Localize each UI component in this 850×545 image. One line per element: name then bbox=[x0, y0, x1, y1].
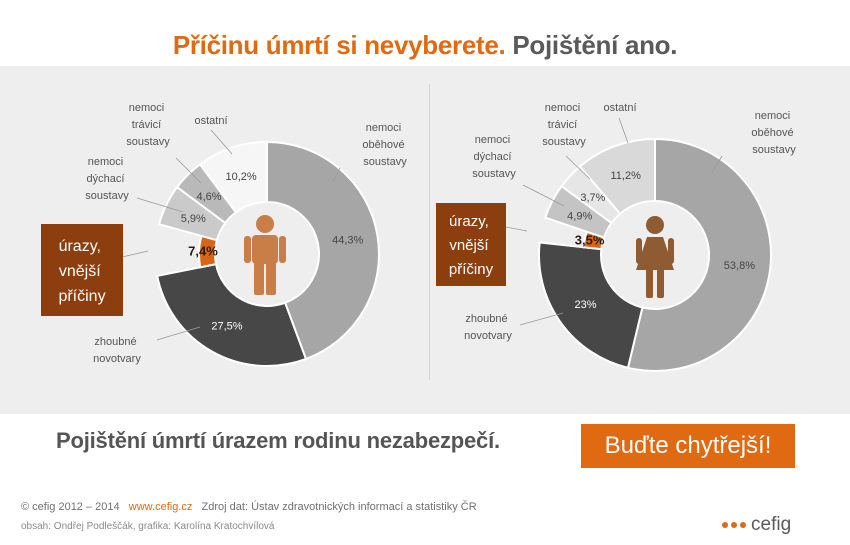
value-label-female-respiratory: 4,9% bbox=[567, 211, 592, 223]
leader-female-injuries bbox=[505, 226, 528, 232]
label-female-circulatory: nemoci oběhové soustavy bbox=[751, 110, 796, 156]
slice-male-other bbox=[198, 140, 268, 214]
value-label-male-respiratory: 5,9% bbox=[181, 213, 206, 225]
leader-female-other bbox=[618, 117, 629, 144]
svg-text:úrazy, vnější: úrazy, vnější příčiny bbox=[449, 213, 494, 278]
title-part2: Pojištění ano. bbox=[512, 30, 678, 60]
slice-female-other bbox=[578, 137, 656, 216]
donut-chart-female: 53,8%23%3,5%4,9%3,7%11,2% bbox=[538, 137, 772, 372]
male-person-icon bbox=[244, 215, 286, 295]
leader-female-digestive bbox=[565, 155, 591, 180]
footer-data-source: Zdroj dat: Ústav zdravotnických informac… bbox=[201, 501, 477, 513]
title-part1: Příčinu úmrtí si nevyberete. bbox=[172, 30, 506, 60]
leader-male-cancer bbox=[156, 326, 201, 341]
value-label-female-other: 11,2% bbox=[611, 170, 642, 182]
value-label-male-digestive: 4,6% bbox=[196, 191, 221, 203]
leader-lines bbox=[121, 117, 723, 341]
value-label-male-circulatory: 44,3% bbox=[332, 235, 363, 247]
value-label-female-circulatory: 53,8% bbox=[724, 260, 755, 272]
leader-male-other bbox=[210, 129, 233, 155]
svg-text:úrazy, vnější: úrazy, vnější příčiny bbox=[58, 238, 105, 305]
female-person-icon bbox=[636, 216, 674, 298]
leader-male-circulatory bbox=[332, 167, 341, 183]
value-label-female-digestive: 3,7% bbox=[580, 192, 605, 204]
slice-female-cancer bbox=[538, 241, 644, 370]
leader-male-respiratory bbox=[136, 197, 184, 213]
leader-male-injuries bbox=[121, 250, 149, 258]
slice-male-cancer bbox=[155, 262, 308, 367]
label-female-other: ostatní bbox=[603, 102, 636, 114]
leader-male-digestive bbox=[175, 157, 202, 184]
footer-source: © cefig 2012 – 2014 www.cefig.cz Zdroj d… bbox=[21, 501, 477, 513]
label-female-digestive: nemoci trávicí soustavy bbox=[542, 102, 586, 148]
logo-wordmark: cefig bbox=[751, 514, 792, 535]
leader-female-respiratory bbox=[522, 184, 565, 207]
label-male-respiratory: nemoci dýchací soustavy bbox=[85, 156, 129, 202]
injury-box-male: úrazy, vnější příčiny bbox=[41, 224, 123, 316]
slice-female-circulatory bbox=[626, 137, 772, 372]
male-category-labels: nemoci oběhové soustavy nemoci trávicí s… bbox=[85, 102, 407, 365]
value-label-male-other: 10,2% bbox=[225, 171, 256, 183]
label-male-circulatory: nemoci oběhové soustavy bbox=[362, 122, 407, 168]
slice-male-circulatory bbox=[266, 140, 380, 361]
injury-box-female: úrazy, vnější příčiny bbox=[436, 203, 506, 286]
footer-copyright: © cefig 2012 – 2014 bbox=[21, 501, 120, 513]
logo-dots-icon bbox=[722, 516, 749, 533]
donut-chart-male: 44,3% 27,5% 7,4% 5,9% 4,6% 10,2% bbox=[155, 140, 380, 367]
label-male-other: ostatní bbox=[194, 115, 227, 127]
cefig-logo: cefig bbox=[722, 514, 832, 538]
footer-website-link[interactable]: www.cefig.cz bbox=[128, 501, 193, 513]
leader-female-cancer bbox=[519, 312, 564, 326]
value-label-male-cancer: 27,5% bbox=[211, 321, 242, 333]
label-female-respiratory: nemoci dýchací soustavy bbox=[472, 134, 516, 180]
label-male-cancer: zhoubné novotvary bbox=[93, 336, 141, 365]
page-title: Příčinu úmrtí si nevyberete. Pojištění a… bbox=[0, 30, 850, 61]
footer-credits: obsah: Ondřej Podleščák, grafika: Karolí… bbox=[21, 521, 275, 532]
label-female-cancer: zhoubné novotvary bbox=[464, 313, 512, 342]
leader-female-circulatory bbox=[711, 155, 723, 173]
label-male-digestive: nemoci trávicí soustavy bbox=[126, 102, 170, 148]
female-category-labels: nemoci oběhové soustavy nemoci trávicí s… bbox=[464, 102, 796, 342]
panel-divider bbox=[429, 84, 430, 380]
value-label-male-injuries: 7,4% bbox=[188, 244, 218, 259]
value-label-female-cancer: 23% bbox=[574, 299, 596, 311]
tagline: Pojištění úmrtí úrazem rodinu nezabezpeč… bbox=[56, 428, 500, 453]
cta-button[interactable]: Buďte chytřejší! bbox=[581, 424, 795, 468]
